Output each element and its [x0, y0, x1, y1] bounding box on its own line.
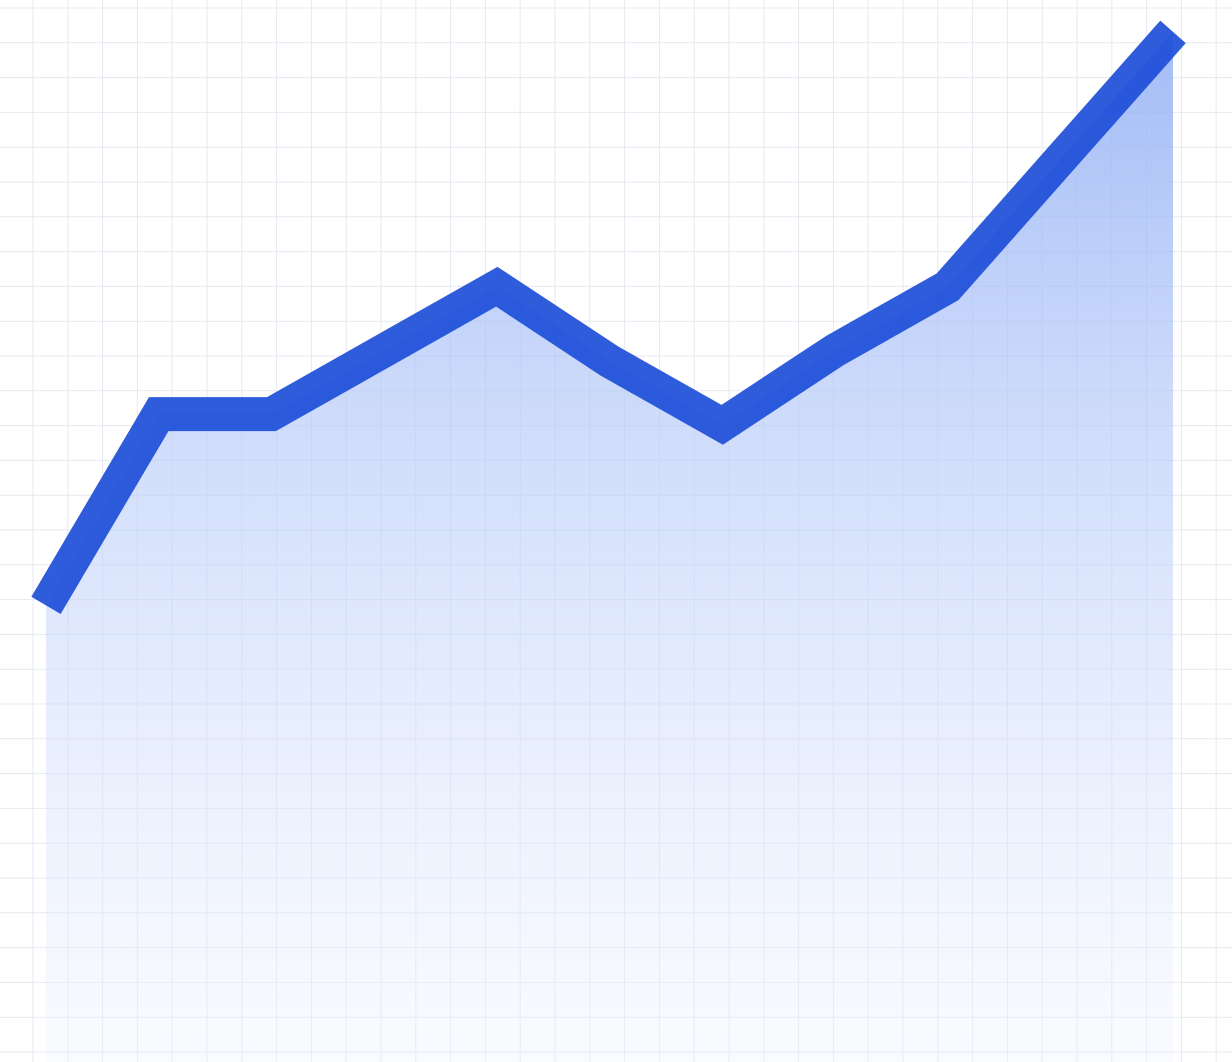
- data-point: [43, 602, 49, 608]
- data-point: [381, 347, 387, 353]
- data-point: [945, 284, 951, 290]
- data-point: [1057, 156, 1063, 162]
- data-point: [832, 347, 838, 353]
- data-point: [268, 411, 274, 417]
- data-point: [494, 284, 500, 290]
- data-point: [719, 422, 725, 428]
- data-point: [1170, 29, 1176, 35]
- data-point: [156, 411, 162, 417]
- series-line-layer: [31, 20, 1186, 614]
- series-line: [31, 20, 1186, 614]
- area-fill-layer: [46, 31, 1173, 1062]
- series-area: [46, 31, 1173, 1062]
- data-point: [607, 358, 613, 364]
